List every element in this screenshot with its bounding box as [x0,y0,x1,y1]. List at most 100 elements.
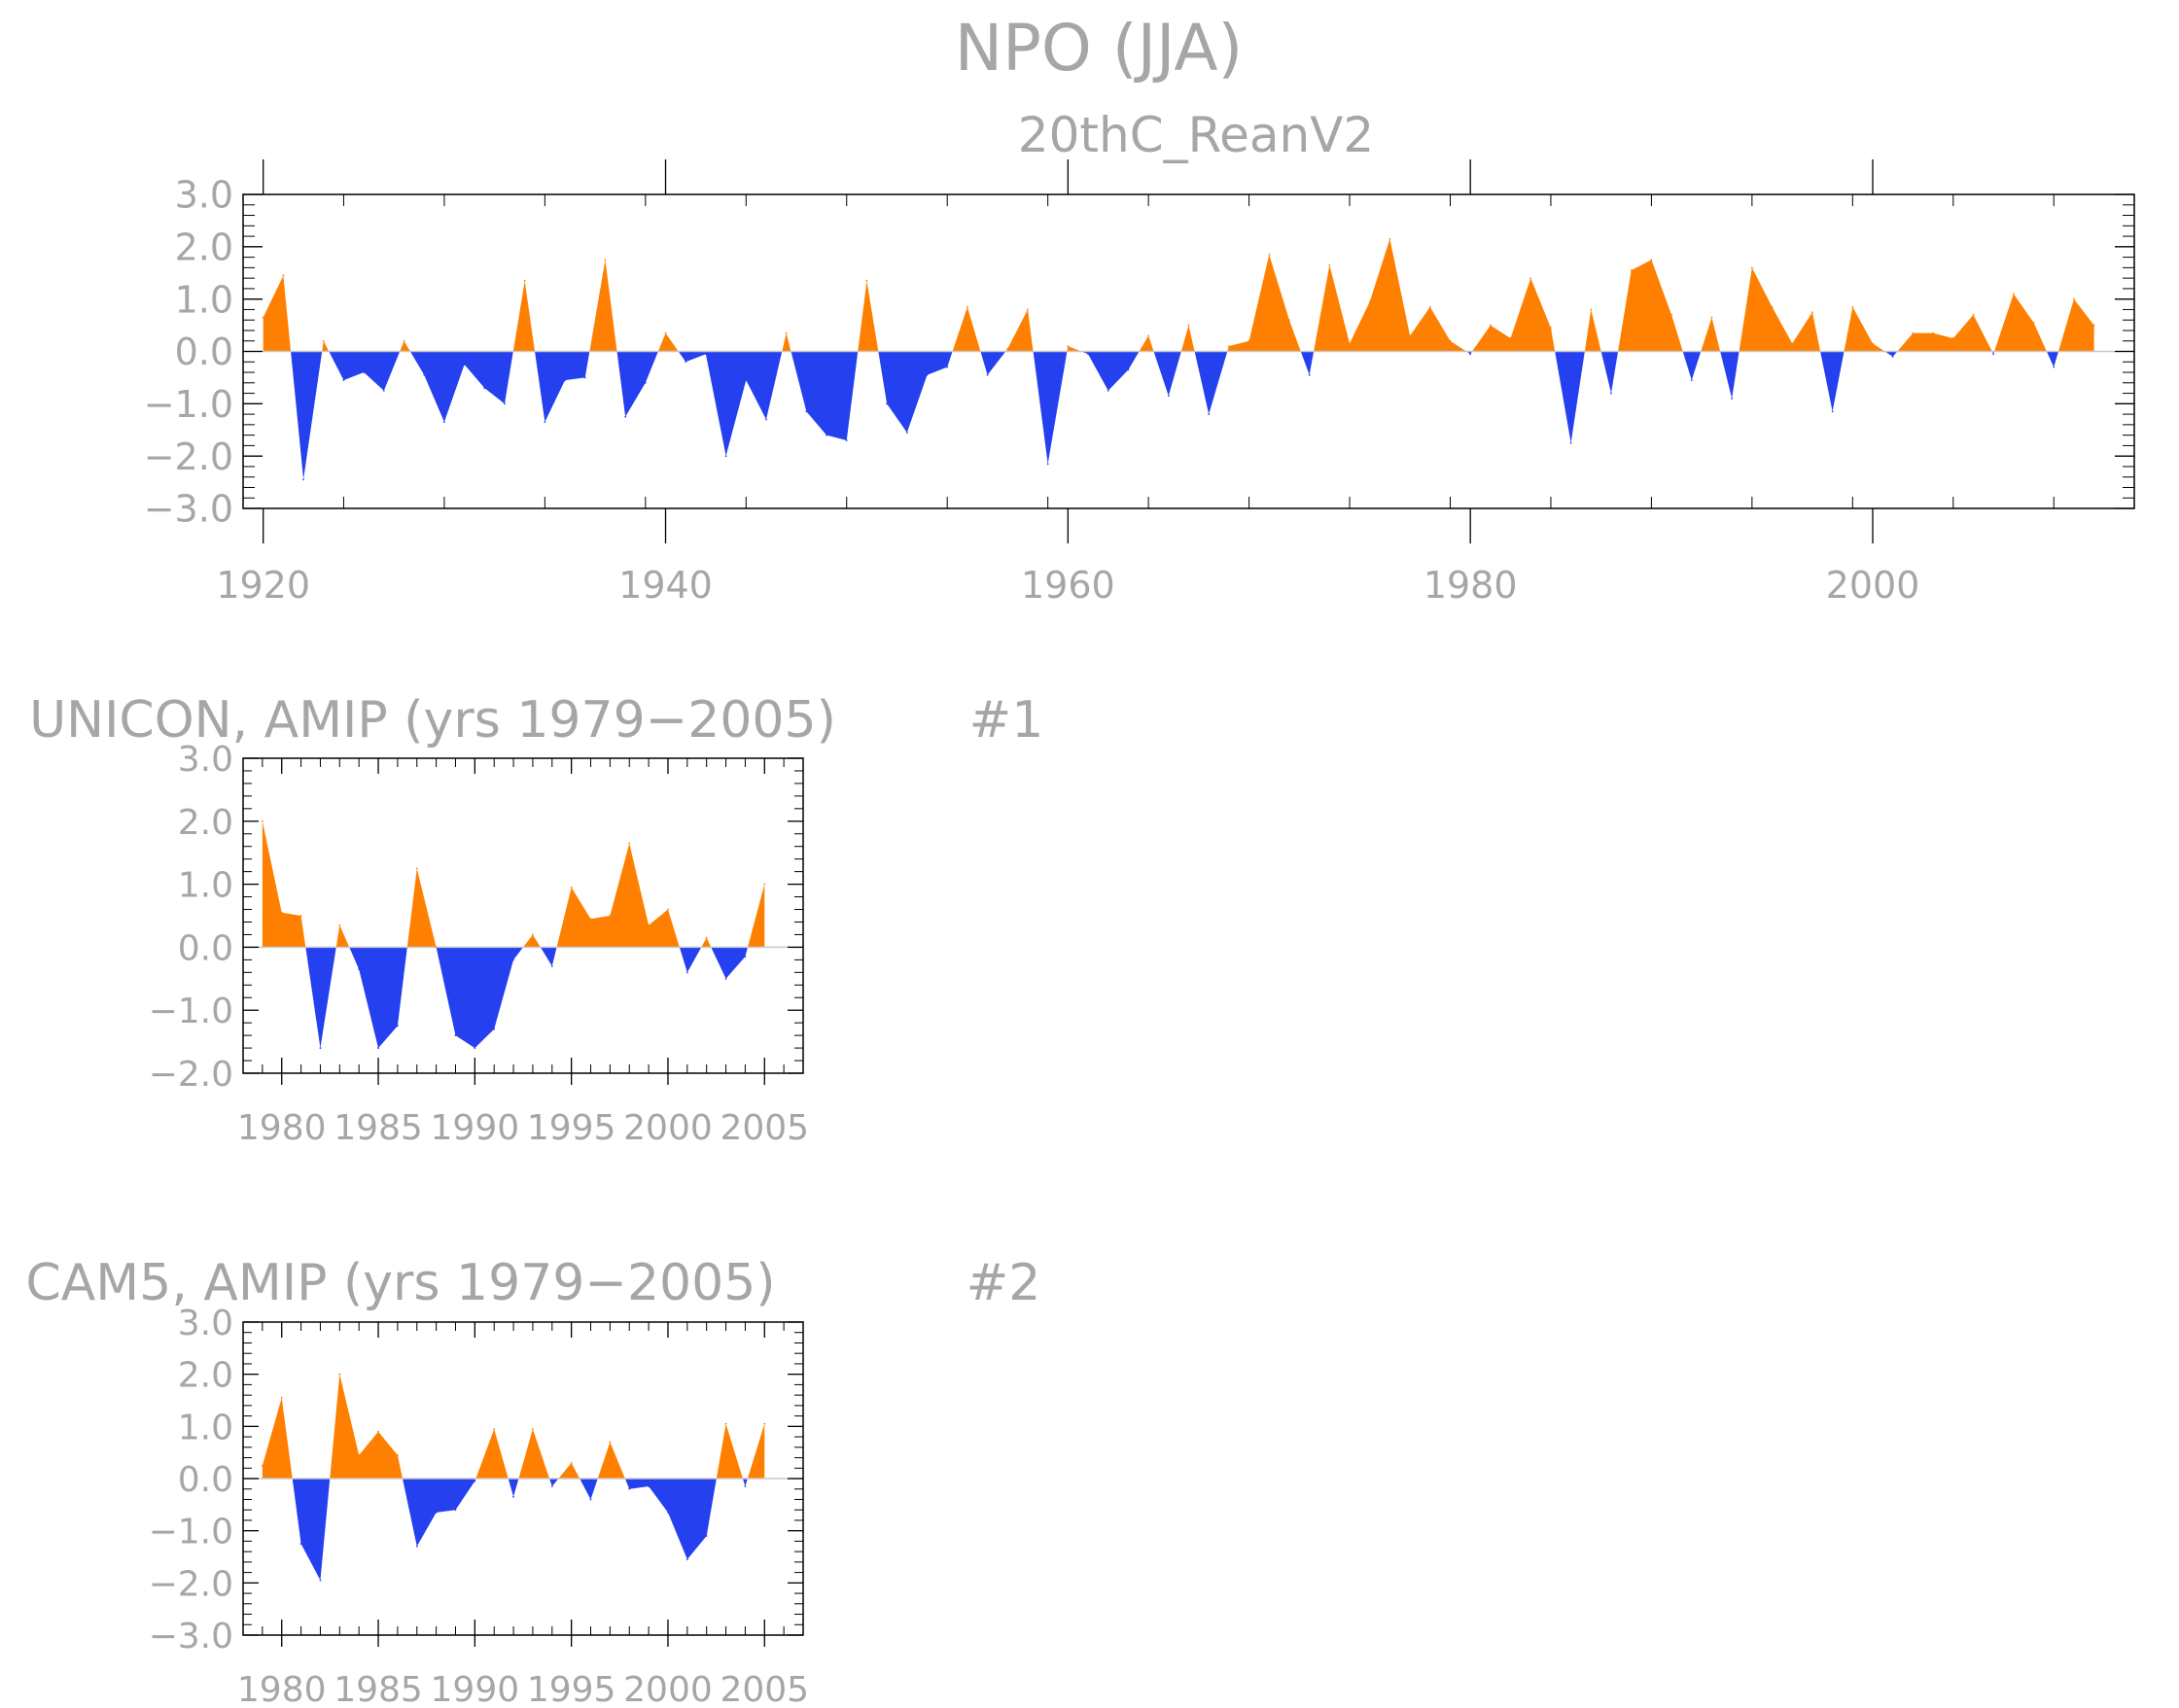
negative-anomaly-area [263,351,2094,480]
data-point [570,886,573,889]
data-point [299,1543,302,1545]
data-point [377,1047,379,1049]
data-point [1027,308,1029,311]
x-tick-label: 2000 [1826,564,1920,607]
data-point [474,1047,476,1049]
data-point [322,339,325,342]
data-point [261,819,264,822]
x-tick-label: 1920 [216,564,310,607]
data-point [785,331,788,334]
x-tick-label: 1960 [1021,564,1115,607]
y-tick-label: −2.0 [149,1055,233,1095]
y-tick-label: −2.0 [149,1564,233,1604]
y-tick-label: −3.0 [149,1617,233,1656]
data-point [2012,293,2015,296]
data-point [744,1485,747,1487]
data-point [1187,324,1190,327]
data-point [280,1396,283,1399]
data-point [1509,337,1512,339]
data-point [685,1558,688,1561]
data-point [504,402,506,405]
y-tick-label: 3.0 [178,740,233,780]
data-point [705,1535,708,1537]
data-point [1268,254,1271,256]
data-point [667,908,669,911]
data-point [589,918,592,921]
data-point [377,1430,379,1433]
data-point [763,883,766,886]
data-point [1046,463,1049,466]
data-point [745,379,748,382]
data-point [1590,308,1593,311]
y-tick-label: 0.0 [178,1460,233,1500]
data-point [2032,321,2035,324]
data-point [1771,305,1774,308]
data-point [1912,331,1915,334]
data-point [262,316,264,319]
data-point [826,434,827,436]
y-tick-label: −1.0 [149,992,233,1031]
data-point [886,402,889,405]
x-tick-label: 1980 [1423,564,1518,607]
data-point [628,1487,631,1490]
data-point [532,933,534,936]
data-point [1368,300,1371,303]
x-tick-label: 1985 [334,1670,423,1708]
y-tick-label: 3.0 [175,174,233,217]
data-point [667,1511,669,1514]
data-point [1710,316,1713,319]
data-point [1328,263,1331,266]
data-point [423,373,426,376]
x-tick-label: 1940 [618,564,713,607]
positive-anomaly-area [262,1374,765,1479]
data-point [628,842,631,845]
data-point [604,259,607,261]
data-point [319,1047,322,1049]
data-point [624,415,627,418]
x-tick-label: 1985 [334,1108,423,1148]
data-point [415,867,418,870]
data-point [765,418,767,421]
data-point [1428,305,1431,308]
data-point [589,1498,592,1501]
positive-anomaly-area [263,238,2094,352]
data-point [512,959,514,961]
data-point [454,1034,457,1037]
x-tick-label: 1995 [527,1108,616,1148]
data-point [966,305,968,308]
data-point [1388,237,1391,240]
data-point [523,279,526,282]
data-point [609,915,612,917]
y-tick-label: −1.0 [144,383,233,426]
x-tick-label: 1980 [237,1108,327,1148]
data-point [512,1495,514,1498]
data-point [1932,331,1934,334]
data-point [609,1441,612,1444]
plot-frame [242,757,804,1074]
data-point [946,366,949,368]
data-point [2092,324,2095,327]
negative-anomaly-area [305,947,749,1049]
x-tick-label: 2005 [720,1670,809,1708]
y-tick-label: 0.0 [175,331,233,373]
data-point [644,381,647,384]
data-point [1650,259,1653,261]
y-tick-label: 1.0 [178,1408,233,1447]
data-point [396,1025,399,1028]
data-point [805,410,808,413]
data-point [724,1422,727,1425]
data-point [1610,392,1612,395]
data-point [443,421,445,424]
data-point [564,379,566,382]
data-point [1750,266,1753,269]
y-tick-label: −3.0 [144,488,233,531]
data-point [474,1480,476,1482]
data-point [396,1453,399,1456]
data-point [905,432,908,434]
data-point [299,915,302,917]
data-point [724,455,727,458]
data-point [986,373,989,376]
data-point [1349,342,1351,345]
data-point [1951,337,1954,339]
